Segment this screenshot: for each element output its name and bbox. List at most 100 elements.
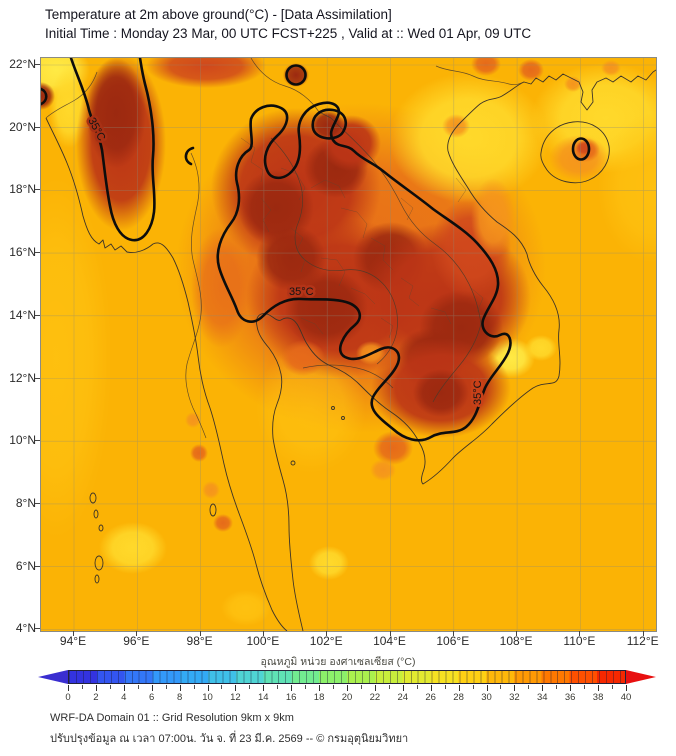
colorbar-tick-label: 2 (93, 692, 99, 703)
colorbar-tickmark (626, 685, 627, 691)
map-plot-area: 35°C 35°C 35°C (1, 42, 676, 632)
colorbar-tick-label: 16 (285, 692, 297, 703)
x-tickmark (262, 631, 264, 636)
colorbar-tickmark (542, 685, 544, 691)
colorbar-tick-label: 22 (369, 692, 381, 703)
x-tick-label: 94°E (59, 634, 87, 648)
contour-small-north (285, 64, 307, 86)
y-tickmark (35, 502, 40, 504)
colorbar-tick-label: 10 (202, 692, 213, 703)
x-tick-label: 108°E (499, 634, 533, 648)
colorbar-tick-label: 4 (121, 692, 127, 703)
colorbar-tickmark (249, 685, 251, 689)
colorbar-tick-label: 14 (258, 692, 269, 703)
colorbar-tick-label: 6 (149, 692, 155, 703)
contour-label-east: 35°C (472, 380, 484, 405)
x-tick-label: 112°E (626, 634, 659, 648)
colorbar-tickmark (179, 685, 181, 691)
colorbar-tickmark (598, 685, 600, 691)
colorbar-tickmark (528, 685, 530, 689)
contour-main-region (216, 101, 512, 442)
contour-35c-lines (39, 56, 591, 442)
colorbar-gradient-bar (68, 670, 626, 684)
colorbar-tick-label: 20 (341, 692, 353, 703)
x-tick-label: 96°E (123, 634, 150, 648)
colorbar-tick-label: 18 (313, 692, 325, 703)
y-tick-label: 18°N (9, 182, 36, 197)
colorbar-tick-label: 40 (620, 692, 632, 703)
y-tickmark (35, 440, 40, 442)
y-tickmark (35, 126, 40, 128)
x-tickmark (516, 631, 518, 636)
page-subtitle: Initial Time : Monday 23 Mar, 00 UTC FCS… (45, 26, 532, 41)
colorbar-tickmark (347, 685, 348, 691)
colorbar-tickmark (68, 685, 69, 691)
contour-myanmar-tongue (69, 56, 156, 242)
colorbar-tickmark (388, 685, 390, 689)
colorbar-tickmark (444, 685, 446, 689)
y-tick-label: 14°N (9, 307, 36, 322)
page-title: Temperature at 2m above ground(°C) - [Da… (45, 7, 392, 22)
colorbar-tickmark (123, 685, 125, 691)
colorbar-tickmark (81, 685, 83, 689)
province-borders (240, 137, 484, 339)
footer-model-info: WRF-DA Domain 01 :: Grid Resolution 9km … (50, 712, 294, 724)
colorbar-tickmark (333, 685, 335, 689)
colorbar-tick-label: 0 (65, 692, 71, 703)
colorbar-title: อุณหภูมิ หน่วย องศาเซลเซียส (°C) (260, 656, 416, 668)
y-tickmark (35, 377, 40, 379)
colorbar-tick-label: 36 (564, 692, 576, 703)
x-tickmark (579, 631, 581, 636)
x-tick-label: 100°E (246, 634, 280, 648)
colorbar-tick-label: 28 (453, 692, 464, 703)
colorbar-tickmark (95, 685, 97, 691)
graticule-grid (41, 58, 656, 631)
colorbar-tickmark (291, 685, 293, 691)
colorbar-tickmark (277, 685, 279, 689)
colorbar-tickmark (556, 685, 558, 689)
colorbar-left-arrow-icon (38, 670, 68, 684)
colorbar-tickmark (263, 685, 265, 691)
x-tick-label: 102°E (309, 634, 343, 648)
footer-update-info: ปรับปรุงข้อมูล ณ เวลา 07:00น. วัน จ. ที่… (50, 733, 409, 745)
colorbar-tickmark (221, 685, 223, 689)
y-tickmark (35, 314, 40, 316)
colorbar-tickmark (612, 685, 614, 689)
colorbar-tickmark (514, 685, 516, 691)
y-tick-label: 12°N (9, 370, 36, 385)
y-tick-label: 4°N (15, 621, 36, 636)
colorbar-tickmark (165, 685, 167, 689)
x-tickmark (73, 631, 74, 636)
x-tickmark (326, 631, 328, 636)
country-borders (45, 57, 525, 439)
x-tick-label: 104°E (373, 634, 406, 648)
colorbar-right-arrow-icon (626, 670, 656, 684)
contour-left-edge (39, 87, 48, 106)
y-tickmark (35, 64, 40, 65)
colorbar-tickmark (584, 685, 586, 689)
y-tick-label: 10°N (9, 433, 36, 448)
x-tickmark (642, 631, 644, 636)
y-tickmark (35, 189, 40, 191)
colorbar-tick-label: 24 (397, 692, 409, 703)
colorbar-tickmark (402, 685, 404, 691)
x-tick-label: 106°E (436, 634, 470, 648)
colorbar-tick-label: 30 (481, 692, 492, 703)
colorbar-tickmark (486, 685, 488, 691)
contour-label-center: 35°C (289, 286, 314, 298)
x-tickmark (199, 631, 201, 636)
x-tick-label: 110°E (563, 634, 596, 648)
y-tickmark (35, 628, 40, 630)
contour-hainan (571, 137, 591, 161)
y-tick-label: 8°N (15, 495, 36, 510)
coastlines (45, 69, 657, 632)
colorbar-tickmark (109, 685, 111, 689)
colorbar-tickmark (500, 685, 502, 689)
colorbar-tickmark (430, 685, 432, 691)
x-tickmark (452, 631, 454, 636)
colorbar-tickmark (360, 685, 362, 689)
colorbar-tickmark (151, 685, 153, 691)
x-tickmark (136, 631, 138, 636)
colorbar-tick-label: 26 (425, 692, 436, 703)
